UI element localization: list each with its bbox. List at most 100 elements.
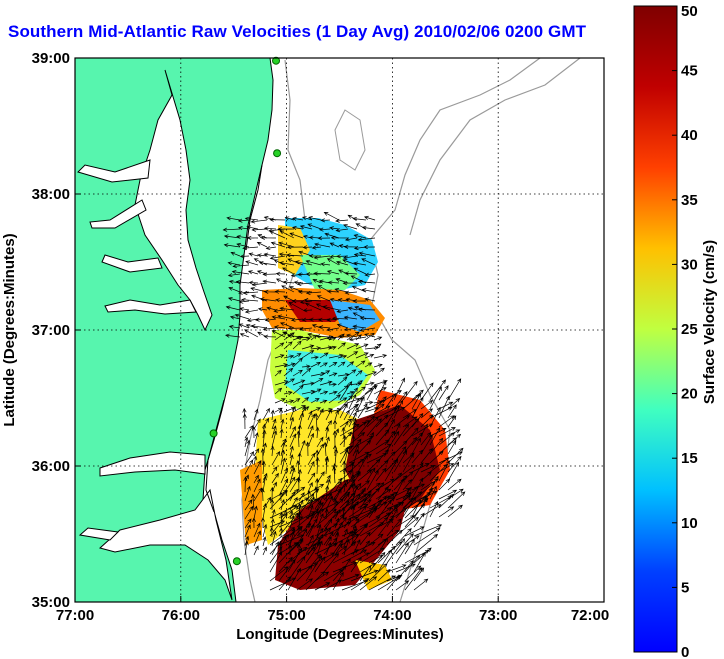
velocity-arrow	[366, 384, 376, 401]
y-axis-label: Latitude (Degrees:Minutes)	[1, 233, 18, 426]
velocity-arrow	[332, 516, 347, 537]
velocity-arrow	[366, 439, 390, 455]
colorbar-tick-label: 40	[681, 127, 698, 144]
velocity-arrow	[262, 326, 277, 331]
velocity-arrow	[413, 481, 436, 501]
velocity-arrow	[262, 442, 267, 457]
velocity-arrow	[355, 223, 367, 230]
velocity-arrow	[413, 547, 432, 564]
station-marker	[273, 149, 282, 158]
velocity-arrow	[386, 488, 411, 501]
velocity-arrow	[271, 466, 278, 475]
velocity-arrow	[395, 580, 410, 591]
velocity-arrow	[301, 364, 311, 369]
velocity-arrow	[447, 447, 464, 464]
velocity-arrow	[364, 381, 375, 386]
velocity-arrow	[315, 456, 320, 475]
velocity-arrow	[364, 332, 375, 341]
velocity-arrow	[329, 297, 340, 302]
velocity-arrow	[355, 352, 369, 359]
velocity-arrow	[284, 216, 295, 221]
velocity-arrow	[377, 568, 391, 582]
velocity-arrow	[273, 325, 286, 330]
velocity-arrow	[402, 436, 418, 455]
albemarle-sound	[99, 451, 206, 477]
velocity-arrow	[341, 478, 355, 501]
velocity-arrow	[357, 237, 376, 242]
velocity-arrow	[368, 517, 389, 537]
velocity-arrow	[352, 525, 357, 538]
velocity-arrow	[335, 260, 349, 266]
velocity-arrow	[279, 527, 284, 538]
velocity-arrow	[313, 255, 331, 260]
velocity-arrow	[296, 483, 325, 501]
velocity-arrow	[438, 401, 454, 410]
velocity-arrow	[329, 226, 340, 231]
velocity-arrow	[359, 316, 376, 321]
velocity-arrow	[307, 460, 315, 475]
velocity-arrow	[292, 398, 301, 404]
velocity-arrow	[438, 432, 456, 446]
velocity-arrow	[271, 315, 286, 320]
velocity-arrow	[347, 306, 358, 311]
velocity-arrow	[227, 296, 241, 302]
velocity-arrow	[305, 501, 324, 528]
velocity-arrow	[278, 576, 292, 591]
velocity-arrow	[411, 423, 434, 437]
velocity-arrow	[274, 354, 285, 359]
velocity-arrow	[328, 336, 337, 341]
velocity-arrow	[244, 540, 249, 556]
velocity-arrow	[438, 385, 449, 401]
velocity-arrow	[420, 448, 434, 464]
velocity-arrow	[277, 227, 295, 232]
colorbar	[633, 5, 678, 653]
x-tick-label: 72:00	[571, 607, 609, 624]
velocity-arrow	[262, 546, 267, 556]
velocity-arrow	[239, 307, 250, 312]
velocity-arrow	[278, 476, 296, 501]
velocity-arrow	[447, 440, 457, 455]
velocity-arrow	[307, 496, 315, 511]
velocity-arrow	[324, 232, 340, 239]
velocity-arrow	[429, 386, 442, 410]
velocity-arrow	[257, 307, 268, 312]
velocity-arrow	[411, 392, 422, 410]
velocity-arrow	[271, 481, 277, 493]
velocity-arrow	[375, 467, 387, 482]
velocity-arrow	[307, 481, 313, 493]
velocity-arrow	[438, 415, 455, 428]
velocity-arrow	[411, 463, 430, 473]
velocity-arrow	[332, 571, 344, 591]
velocity-arrow	[315, 477, 320, 493]
velocity-arrow	[314, 494, 325, 510]
velocity-arrow	[337, 397, 348, 404]
velocity-arrow	[257, 234, 268, 239]
velocity-arrow	[227, 261, 241, 266]
velocity-arrow	[386, 504, 398, 519]
velocity-arrow	[289, 425, 296, 439]
colorbar-tick-label: 10	[681, 515, 698, 532]
velocity-arrow	[278, 488, 299, 510]
chesapeake-bay	[134, 69, 213, 332]
velocity-arrow	[301, 344, 315, 350]
velocity-arrow	[269, 526, 274, 538]
velocity-arrow	[366, 467, 376, 482]
velocity-arrow	[283, 399, 295, 404]
velocity-arrow	[269, 535, 287, 555]
velocity-arrow	[312, 279, 322, 284]
velocity-arrow	[402, 496, 417, 518]
colorbar-tick-label: 5	[681, 579, 689, 596]
velocity-arrow	[384, 458, 399, 482]
velocity-arrow	[271, 451, 281, 466]
velocity-arrow	[393, 391, 408, 410]
velocity-arrow	[314, 571, 330, 582]
velocity-arrow	[341, 558, 351, 573]
velocity-arrow	[375, 380, 387, 401]
velocity-arrow	[364, 272, 376, 277]
velocity-arrow	[420, 400, 434, 410]
colorbar-ticks: 0 5 10 15 20 25 30 35 40 45 50	[672, 3, 698, 659]
velocity-arrow	[346, 351, 359, 359]
velocity-arrow	[262, 407, 270, 421]
velocity-arrow	[323, 531, 334, 546]
velocity-arrow	[332, 498, 355, 519]
